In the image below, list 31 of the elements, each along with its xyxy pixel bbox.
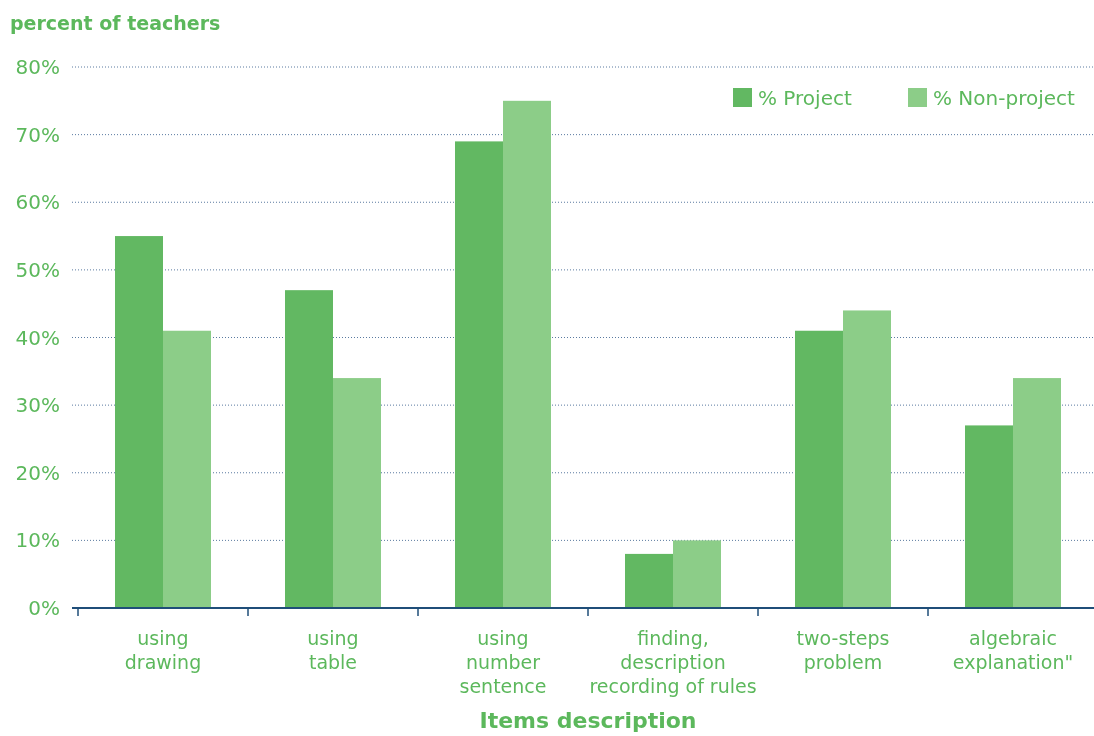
bar [115, 236, 163, 608]
x-tick-label: algebraic explanation" [952, 627, 1074, 673]
y-tick-label: 40% [15, 325, 60, 350]
bar [503, 100, 551, 608]
bar [333, 378, 381, 608]
y-axis-title: percent of teachers [10, 12, 221, 34]
y-tick-label: 50% [15, 257, 60, 282]
bar [965, 425, 1013, 608]
x-tick-label: using table [307, 627, 359, 673]
legend-label: % Non-project [933, 86, 1076, 110]
y-tick-label: 80% [15, 55, 60, 79]
y-tick-label: 10% [15, 528, 60, 553]
x-tick-label: using number sentence [459, 627, 547, 697]
y-tick-label: 30% [15, 393, 60, 418]
x-axis-title: Items description [479, 708, 697, 733]
bar [795, 330, 843, 608]
y-tick-label: 70% [15, 122, 60, 147]
y-tick-label: 60% [15, 190, 60, 215]
x-tick-label: finding, description recording of rules [589, 627, 757, 697]
x-tick-label: two-steps problem [796, 627, 890, 673]
y-tick-label: 0% [28, 596, 60, 620]
bar [455, 141, 503, 608]
bar [163, 330, 211, 608]
bar [673, 540, 721, 608]
x-tick-label: using drawing [124, 627, 202, 673]
bar [1013, 378, 1061, 608]
legend-label: % Project [758, 86, 852, 110]
bar [843, 310, 891, 608]
bar [625, 553, 673, 608]
y-tick-label: 20% [15, 460, 60, 485]
bar [285, 290, 333, 608]
